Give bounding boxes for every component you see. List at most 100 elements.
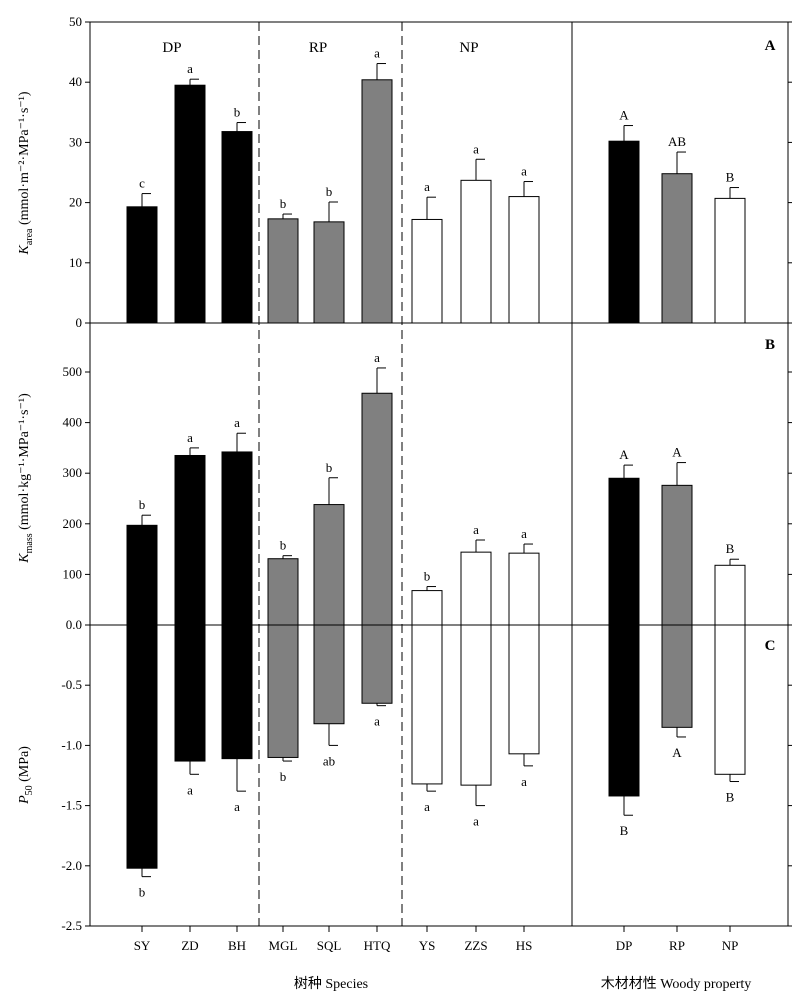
panel-label-C: C — [765, 638, 776, 654]
x-tick-label-ZD: ZD — [181, 938, 198, 953]
sig-letter-C-woody-RP: A — [672, 745, 682, 760]
sig-letter-C-woody-NP: B — [726, 790, 735, 805]
bar-B-ZD — [174, 454, 206, 626]
y-tick-label-A: 30 — [69, 134, 82, 149]
y-axis-title-A: Karea (mmol·m⁻²·MPa⁻¹·s⁻¹) — [17, 91, 35, 255]
bar-A-woody-NP — [714, 197, 746, 324]
bar-B-HTQ — [361, 392, 393, 626]
panel-label-B: B — [765, 337, 775, 353]
sig-letter-C-HTQ: a — [374, 714, 380, 729]
bar-A-SY — [126, 206, 158, 324]
bar-C-YS — [411, 624, 443, 785]
x-tick-label-woody-RP: RP — [669, 938, 685, 953]
sig-letter-A-SY: c — [139, 176, 145, 191]
sig-letter-C-BH: a — [234, 799, 240, 814]
x-tick-label-MGL: MGL — [269, 938, 298, 953]
y-axis-title-B: Kmass (mmol·kg⁻¹·MPa⁻¹·s⁻¹) — [17, 393, 35, 564]
sig-letter-B-woody-DP: A — [619, 447, 629, 462]
bar-A-MGL — [267, 218, 299, 324]
x-tick-label-HTQ: HTQ — [364, 938, 391, 953]
x-tick-label-SY: SY — [134, 938, 151, 953]
sig-letter-C-ZZS: a — [473, 814, 479, 829]
y-tick-label-B: 300 — [63, 465, 83, 480]
sig-letter-A-woody-RP: AB — [668, 134, 686, 149]
y-tick-label-B: 100 — [63, 566, 83, 581]
sig-letter-B-woody-NP: B — [726, 541, 735, 556]
panel-label-A: A — [765, 38, 776, 54]
sig-letter-B-ZD: a — [187, 430, 193, 445]
y-tick-label-C: 0.0 — [66, 617, 82, 632]
y-tick-label-B: 200 — [63, 516, 83, 531]
y-tick-label-A: 20 — [69, 195, 82, 210]
bar-B-HS — [508, 552, 540, 626]
sig-letter-A-HTQ: a — [374, 46, 380, 61]
sig-letter-B-SQL: b — [326, 460, 333, 475]
sig-letter-A-BH: b — [234, 105, 241, 120]
x-tick-label-BH: BH — [228, 938, 246, 953]
x-tick-label-woody-NP: NP — [722, 938, 739, 953]
sig-letter-A-ZD: a — [187, 61, 193, 76]
bar-A-SQL — [313, 221, 345, 324]
sig-letter-C-YS: a — [424, 799, 430, 814]
sig-letter-C-SQL: ab — [323, 753, 335, 768]
sig-letter-C-HS: a — [521, 774, 527, 789]
bar-C-BH — [221, 624, 253, 760]
sig-letter-B-ZZS: a — [473, 522, 479, 537]
bar-C-HTQ — [361, 624, 393, 704]
bar-A-BH — [221, 131, 253, 324]
bar-C-SY — [126, 624, 158, 869]
y-tick-label-B: 400 — [63, 415, 83, 430]
bar-B-MGL — [267, 558, 299, 626]
sig-letter-A-ZZS: a — [473, 141, 479, 156]
bar-A-ZD — [174, 84, 206, 324]
x-tick-label-SQL: SQL — [317, 938, 342, 953]
bar-C-MGL — [267, 624, 299, 758]
bar-A-woody-RP — [661, 173, 693, 324]
group-label-DP: DP — [162, 40, 181, 56]
y-tick-label-C: -1.0 — [61, 737, 82, 752]
sig-letter-B-MGL: b — [280, 538, 287, 553]
sig-letter-A-SQL: b — [326, 184, 333, 199]
sig-letter-B-HS: a — [521, 526, 527, 541]
sig-letter-B-BH: a — [234, 415, 240, 430]
y-tick-label-C: -1.5 — [61, 798, 82, 813]
bar-C-woody-DP — [608, 624, 640, 797]
group-label-RP: RP — [309, 40, 327, 56]
y-tick-label-B: 500 — [63, 364, 83, 379]
y-tick-label-C: -2.0 — [61, 858, 82, 873]
sig-letter-A-woody-DP: A — [619, 108, 629, 123]
x-axis-title-woody: 木材材性 Woody property — [601, 976, 752, 992]
plot-frame — [89, 21, 789, 927]
bar-C-ZD — [174, 624, 206, 762]
sig-letter-B-YS: b — [424, 569, 431, 584]
sig-letter-B-woody-RP: A — [672, 445, 682, 460]
sig-letter-C-woody-DP: B — [620, 823, 629, 838]
bar-B-SQL — [313, 504, 345, 626]
bar-B-woody-DP — [608, 477, 640, 626]
bar-A-YS — [411, 218, 443, 324]
sig-letter-A-woody-NP: B — [726, 170, 735, 185]
bar-C-woody-NP — [714, 624, 746, 775]
sig-letter-A-MGL: b — [280, 196, 287, 211]
y-tick-label-A: 10 — [69, 255, 82, 270]
sig-letter-C-ZD: a — [187, 782, 193, 797]
sig-letter-C-MGL: b — [280, 769, 287, 784]
bar-C-woody-RP — [661, 624, 693, 728]
bar-A-ZZS — [460, 179, 492, 324]
y-axis-title-C: P50 (MPa) — [17, 746, 35, 805]
bar-A-HS — [508, 196, 540, 324]
sig-letter-A-YS: a — [424, 179, 430, 194]
x-tick-label-woody-DP: DP — [616, 938, 633, 953]
y-tick-label-A: 50 — [69, 14, 82, 29]
y-tick-label-C: -2.5 — [61, 918, 82, 933]
sig-letter-B-SY: b — [139, 497, 146, 512]
group-label-NP: NP — [459, 40, 478, 56]
y-tick-label-A: 0 — [76, 315, 83, 330]
bar-C-SQL — [313, 624, 345, 725]
bar-B-SY — [126, 524, 158, 626]
bar-B-woody-RP — [661, 484, 693, 626]
x-tick-label-HS: HS — [516, 938, 533, 953]
bar-A-HTQ — [361, 79, 393, 324]
sig-letter-C-SY: b — [139, 885, 146, 900]
